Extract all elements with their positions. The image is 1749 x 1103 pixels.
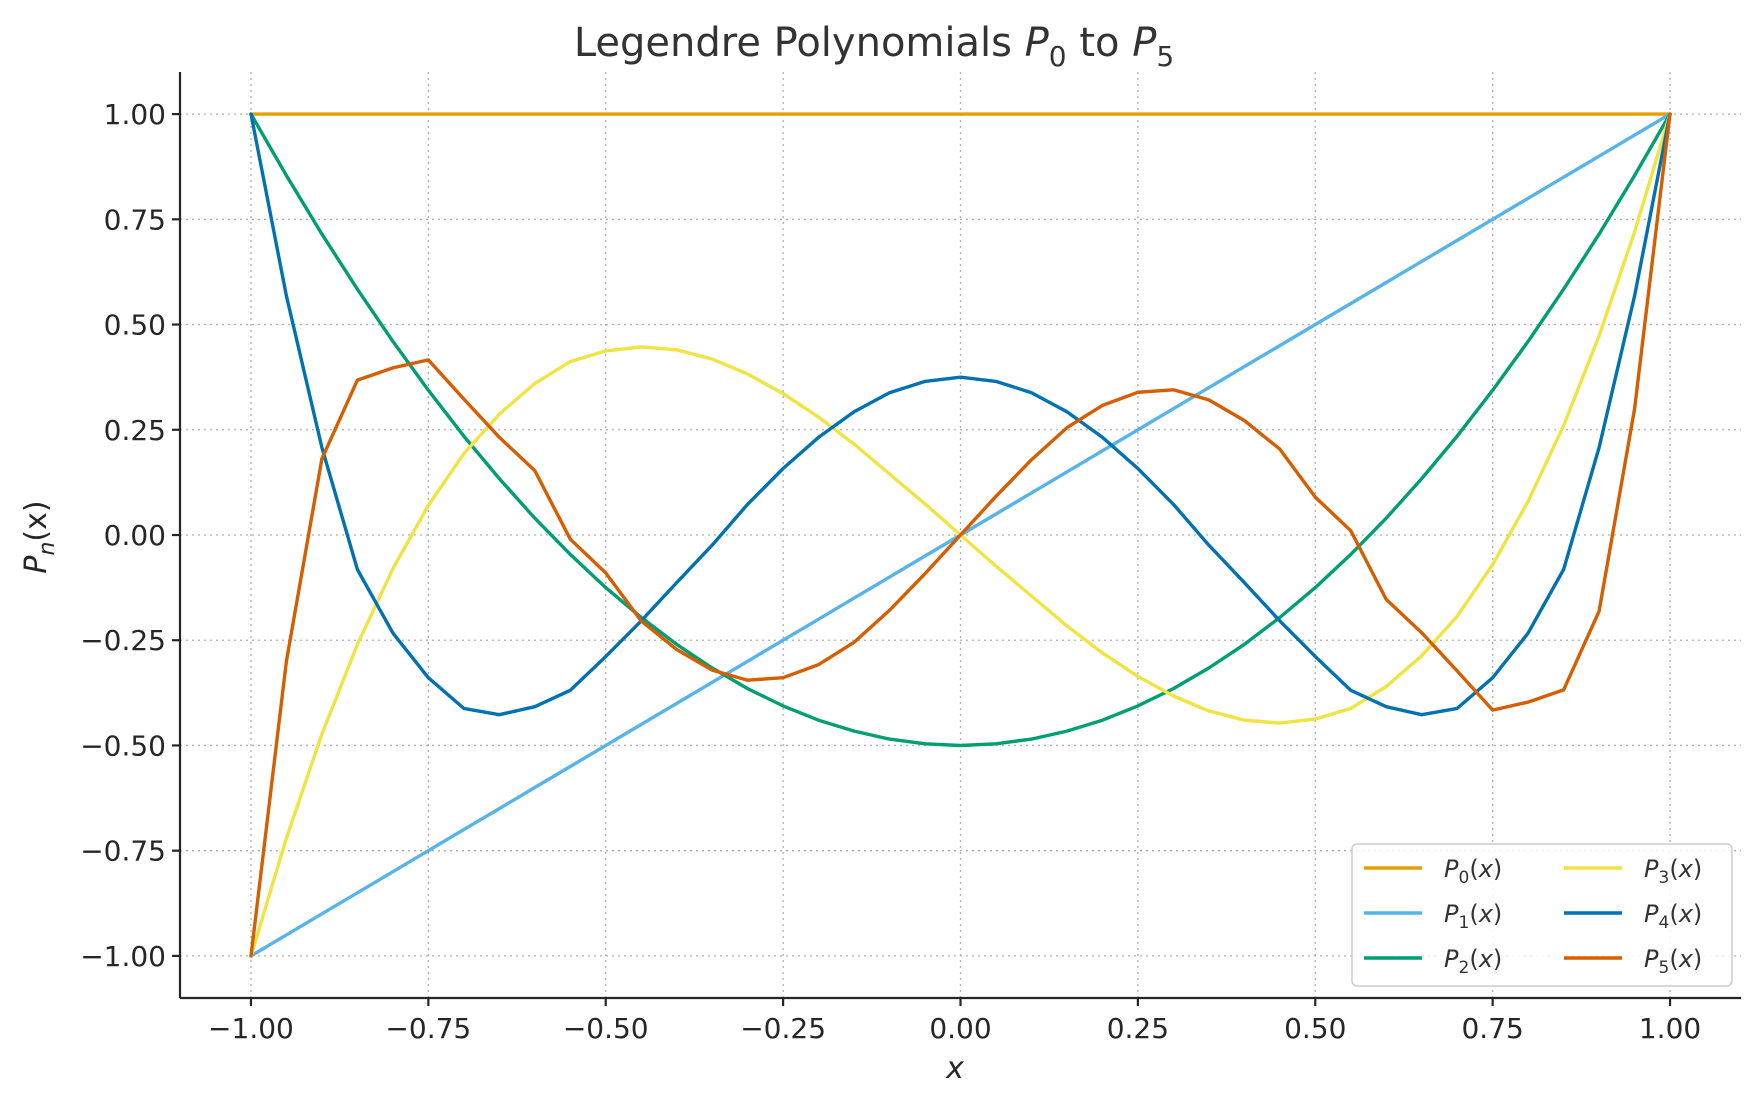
chart-title-sub-start: 0 xyxy=(1049,40,1067,73)
x-tick-label: 0.50 xyxy=(1284,1012,1346,1045)
y-axis-label-p: P xyxy=(19,555,54,574)
series-line-p4 xyxy=(249,112,1672,717)
chart-title: Legendre Polynomials P0 to P5 xyxy=(574,20,1174,73)
y-tick-label: 1.00 xyxy=(104,98,166,131)
chart-title-mid: to xyxy=(1067,20,1133,66)
x-tick-label: −0.75 xyxy=(385,1012,471,1045)
chart-title-p-start: P xyxy=(1025,20,1050,66)
plot-series xyxy=(249,112,1672,958)
x-tick-label: −0.50 xyxy=(563,1012,649,1045)
legend-label: P2(x) xyxy=(1444,945,1502,978)
axes: −1.00 −0.75 −0.50 −0.25 0.00 0.25 0.50 0.75 1.00… xyxy=(80,72,1741,1045)
y-tick-label: −0.75 xyxy=(80,835,166,868)
x-tick-label: 1.00 xyxy=(1639,1012,1701,1045)
y-axis-label-rest: (x) xyxy=(19,500,54,541)
legend-item-p1: P1(x) xyxy=(1364,900,1502,933)
series-line-p5 xyxy=(249,112,1672,958)
y-axis-label: Pn(x) xyxy=(19,500,60,573)
x-tick-label: 0.25 xyxy=(1107,1012,1169,1045)
series-line-p2 xyxy=(249,112,1672,748)
legend-item-p0: P0(x) xyxy=(1364,855,1502,888)
legend-label: P3(x) xyxy=(1644,855,1702,888)
y-tick-label: 0.00 xyxy=(104,519,166,552)
legend: P0(x) P1(x) P2(x) P3(x) P4(x) P5(x) xyxy=(1351,843,1733,987)
legend-label: P1(x) xyxy=(1444,900,1502,933)
x-tick-label: −0.25 xyxy=(740,1012,826,1045)
legend-item-p5: P5(x) xyxy=(1564,945,1702,978)
y-tick-label: −0.25 xyxy=(80,624,166,657)
x-tick-label: −1.00 xyxy=(208,1012,294,1045)
legend-box xyxy=(1351,843,1733,987)
y-tick-label: 0.25 xyxy=(104,414,166,447)
legend-item-p2: P2(x) xyxy=(1364,945,1502,978)
legend-item-p3: P3(x) xyxy=(1564,855,1702,888)
x-tick-label: 0.75 xyxy=(1461,1012,1523,1045)
y-tick-label: 0.50 xyxy=(104,309,166,342)
chart-title-sub-end: 5 xyxy=(1156,40,1174,73)
legend-label: P5(x) xyxy=(1644,945,1702,978)
legend-label: P0(x) xyxy=(1444,855,1502,888)
legend-item-p4: P4(x) xyxy=(1564,900,1702,933)
chart-title-p-end: P xyxy=(1132,20,1157,66)
legend-label: P4(x) xyxy=(1644,900,1702,933)
y-tick-label: −0.50 xyxy=(80,729,166,762)
x-axis-label: x xyxy=(945,1051,964,1086)
y-tick-label: −1.00 xyxy=(80,940,166,973)
y-axis-label-sub: n xyxy=(35,542,60,556)
chart-title-prefix: Legendre Polynomials xyxy=(574,20,1025,66)
y-tick-label: 0.75 xyxy=(104,203,166,236)
x-tick-label: 0.00 xyxy=(929,1012,991,1045)
